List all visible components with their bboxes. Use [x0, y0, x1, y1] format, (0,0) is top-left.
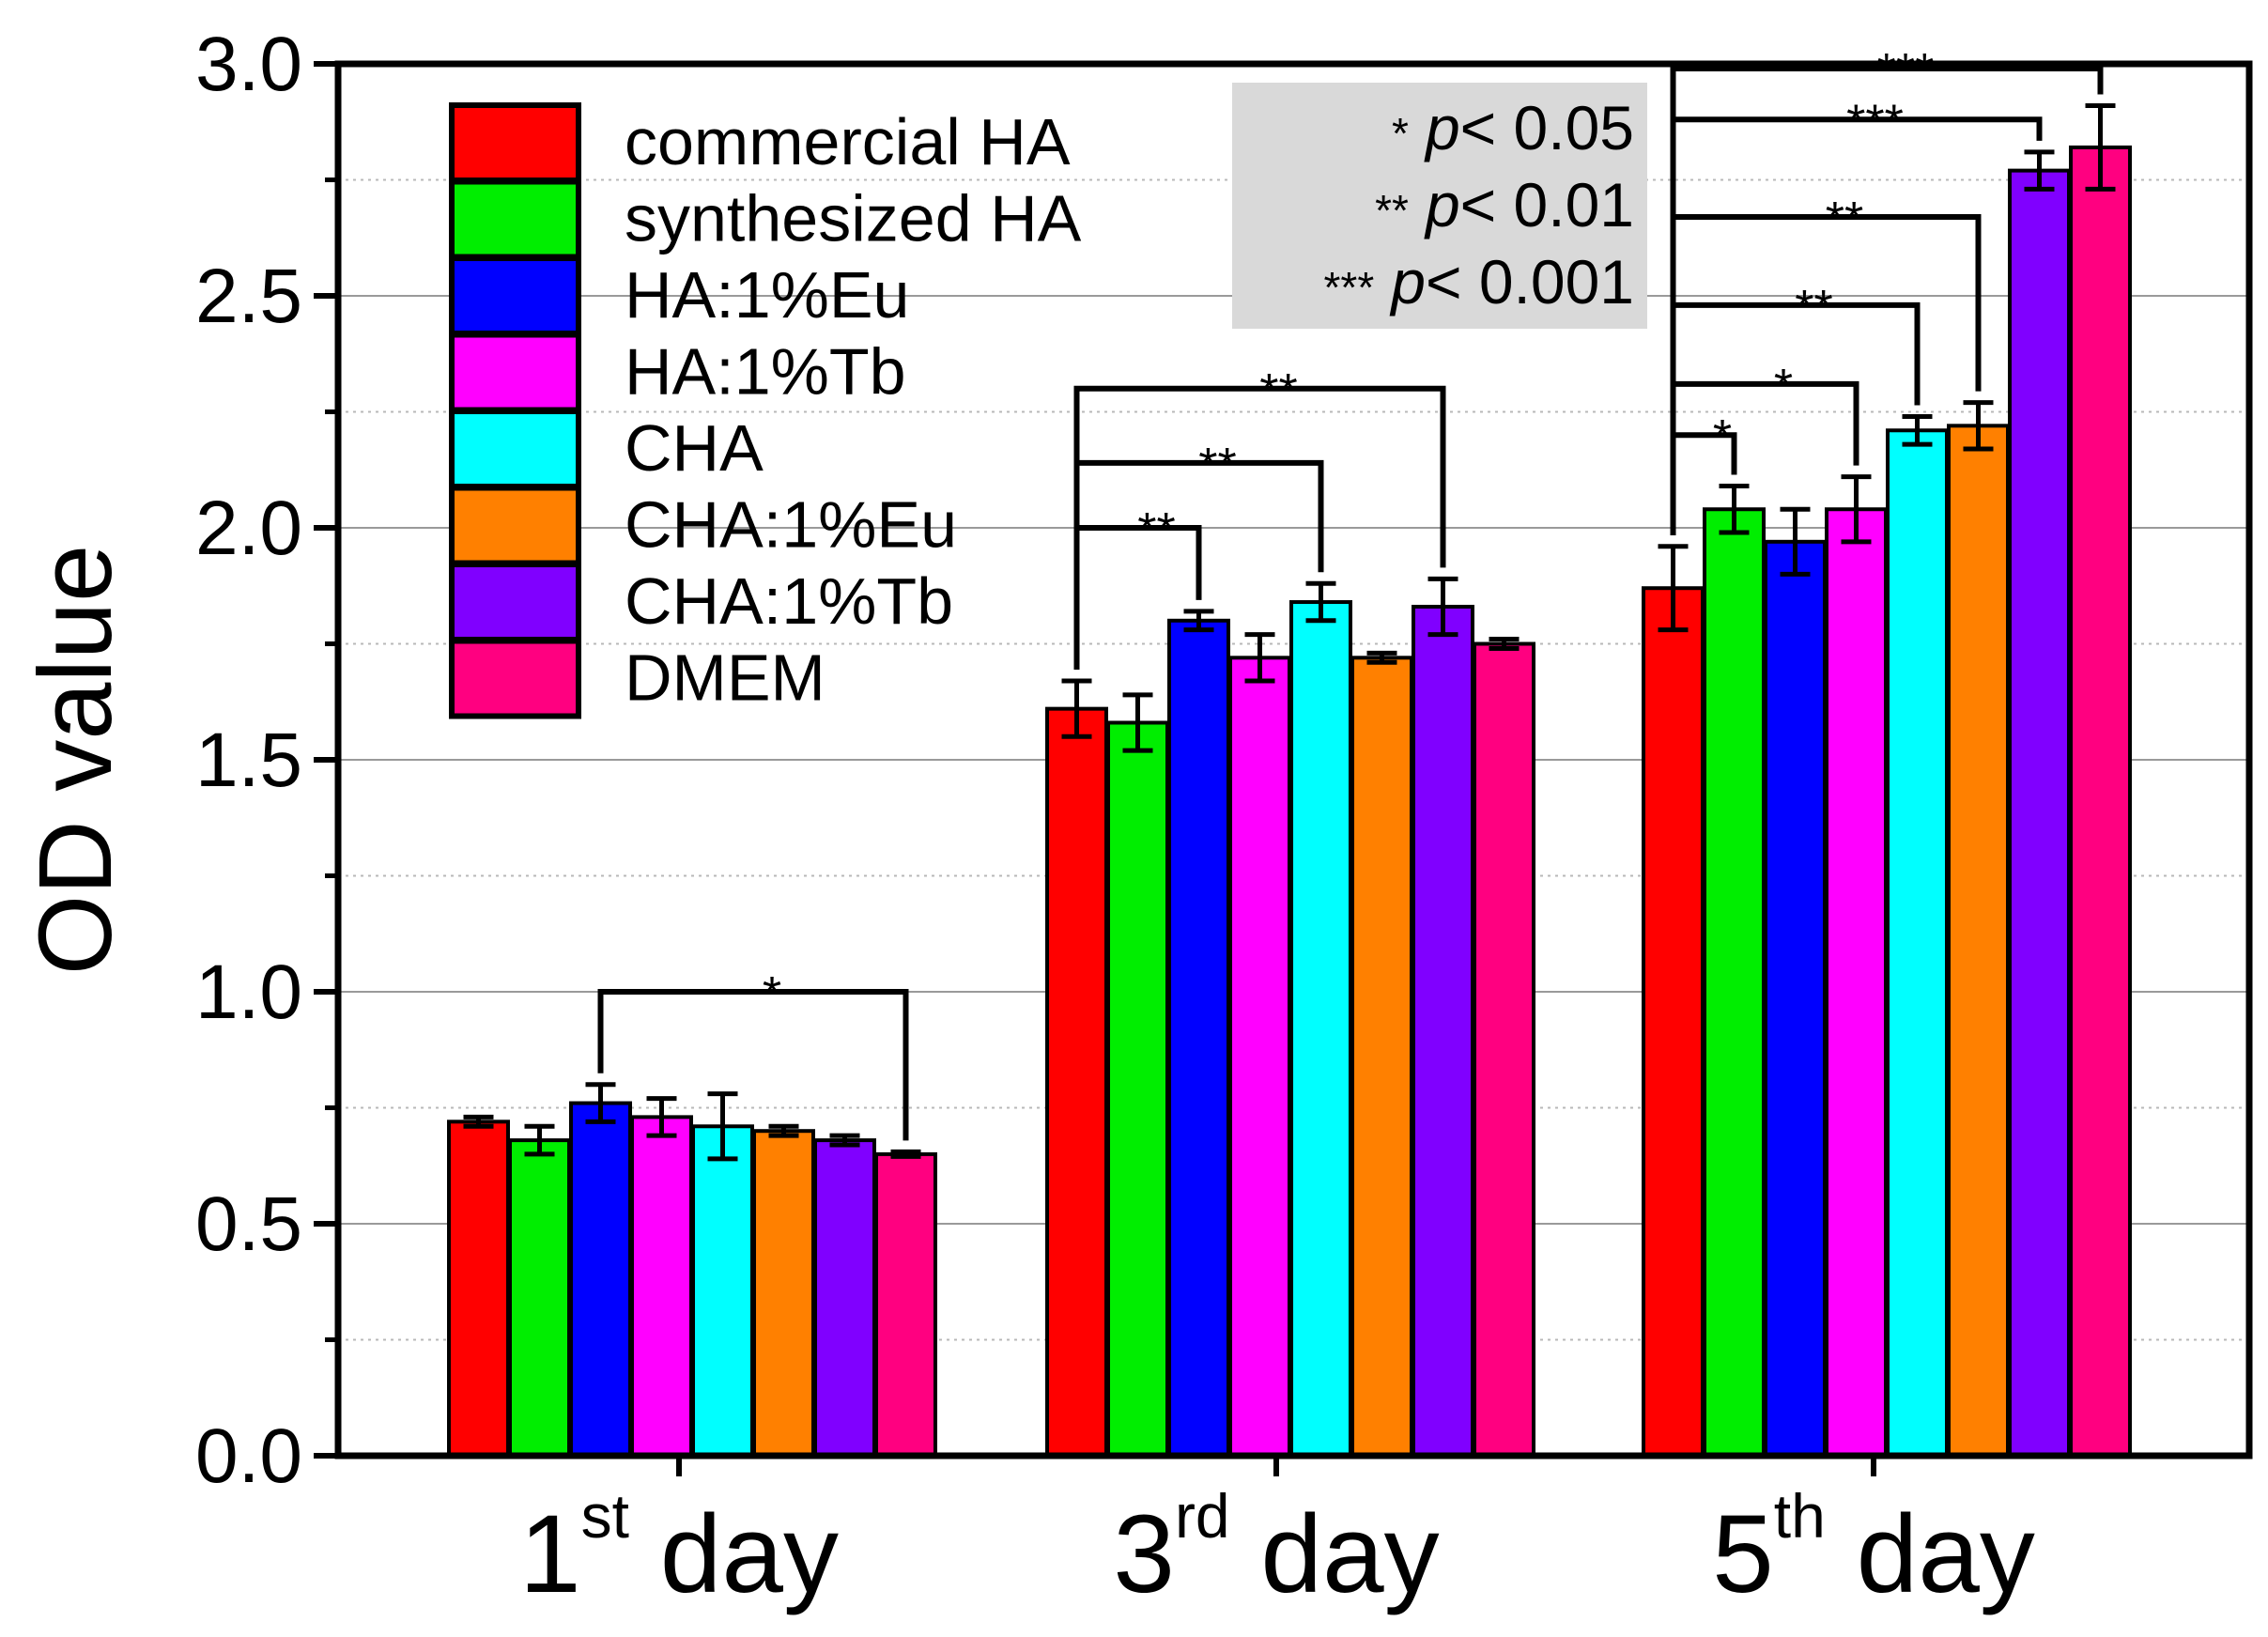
y-axis: 0.0 0.5 1.0 1.5 2.0 2.5 3.0 — [195, 22, 338, 1499]
significance-bracket — [597, 989, 909, 1141]
bar — [1289, 600, 1352, 1458]
bar — [1703, 507, 1766, 1458]
legend-swatch — [449, 562, 581, 642]
significance-brackets: ******************* — [597, 44, 2104, 1141]
p-value-row: * p< 0.05 — [1232, 90, 1634, 165]
x-tick-label: 5th day — [1712, 1481, 2035, 1616]
bar — [1886, 428, 1949, 1458]
x-tick-label: 3rd day — [1113, 1481, 1439, 1616]
p-symbol: p — [1425, 93, 1460, 162]
bar — [1642, 586, 1705, 1458]
legend-label: CHA:1%Tb — [625, 564, 953, 638]
p-symbol: p — [1391, 247, 1426, 317]
bar — [508, 1138, 571, 1458]
significance-stars: ** — [1198, 439, 1236, 493]
bar — [1947, 424, 2010, 1459]
p-threshold: < 0.01 — [1459, 170, 1634, 239]
legend-label: CHA:1%Eu — [625, 488, 957, 562]
y-tick-label: 1.5 — [195, 718, 302, 803]
bar — [1412, 604, 1474, 1458]
significance-stars: * — [1774, 360, 1793, 414]
bar — [691, 1124, 754, 1458]
p-threshold: < 0.05 — [1459, 93, 1634, 162]
bar — [1228, 656, 1291, 1458]
p-threshold: < 0.001 — [1425, 247, 1634, 317]
bar — [2008, 168, 2071, 1458]
y-tick-label: 0.5 — [195, 1181, 302, 1267]
legend-label: CHA — [625, 411, 764, 485]
bar — [874, 1151, 937, 1459]
y-tick-label: 3.0 — [195, 22, 302, 107]
bar — [630, 1115, 693, 1458]
significance-bracket — [1670, 301, 1921, 535]
significance-stars: * — [1713, 410, 1732, 465]
legend-label: synthesized HA — [625, 182, 1082, 255]
p-value-stars: * — [1392, 108, 1409, 158]
bar — [1350, 656, 1413, 1458]
bar — [1825, 507, 1888, 1458]
significance-stars: ** — [1826, 193, 1863, 247]
p-symbol: p — [1425, 170, 1460, 239]
p-value-stars: *** — [1323, 262, 1375, 312]
significance-bracket — [1670, 65, 2104, 535]
legend-label: DMEM — [625, 641, 825, 715]
significance-stars: ** — [1259, 364, 1297, 419]
y-tick-label: 2.0 — [195, 486, 302, 571]
p-value-stars: ** — [1375, 185, 1409, 235]
significance-bracket — [1073, 385, 1446, 671]
x-axis: 1st day 3rd day 5th day — [519, 1456, 2035, 1616]
x-tick-label: 1st day — [519, 1481, 839, 1616]
significance-stars: ** — [1137, 503, 1175, 558]
legend-swatch — [449, 638, 581, 719]
bar — [447, 1120, 510, 1458]
p-value-row: *** p< 0.001 — [1232, 244, 1634, 319]
bar — [2069, 145, 2132, 1458]
y-tick-label: 0.0 — [195, 1413, 302, 1499]
legend-label: commercial HA — [625, 105, 1071, 178]
y-tick-label: 2.5 — [195, 254, 302, 339]
legend-swatch — [449, 409, 581, 489]
bar — [1045, 706, 1108, 1458]
y-tick-label: 1.0 — [195, 950, 302, 1035]
bars-layer — [447, 145, 2132, 1459]
significance-stars: ** — [1795, 281, 1832, 335]
bar — [1167, 618, 1230, 1458]
legend-swatch — [449, 255, 581, 336]
p-value-legend: * p< 0.05 ** p< 0.01 *** p< 0.001 — [1232, 83, 1647, 329]
legend-swatch — [449, 102, 581, 183]
legend-label: HA:1%Eu — [625, 258, 909, 332]
significance-stars: *** — [1846, 95, 1904, 149]
bar — [752, 1129, 815, 1458]
bar — [1764, 539, 1827, 1458]
legend-swatch — [449, 485, 581, 566]
bar — [569, 1101, 632, 1459]
bar — [1473, 641, 1535, 1458]
bar — [813, 1138, 876, 1458]
significance-stars: * — [763, 967, 781, 1022]
p-value-row: ** p< 0.01 — [1232, 167, 1634, 242]
significance-stars: *** — [1877, 44, 1935, 99]
legend-label: HA:1%Tb — [625, 335, 906, 409]
y-axis-label: OD value — [18, 545, 133, 976]
legend-swatch — [449, 332, 581, 413]
bar — [1106, 720, 1169, 1458]
error-bars-layer — [463, 102, 2116, 1162]
legend-swatch — [449, 178, 581, 260]
